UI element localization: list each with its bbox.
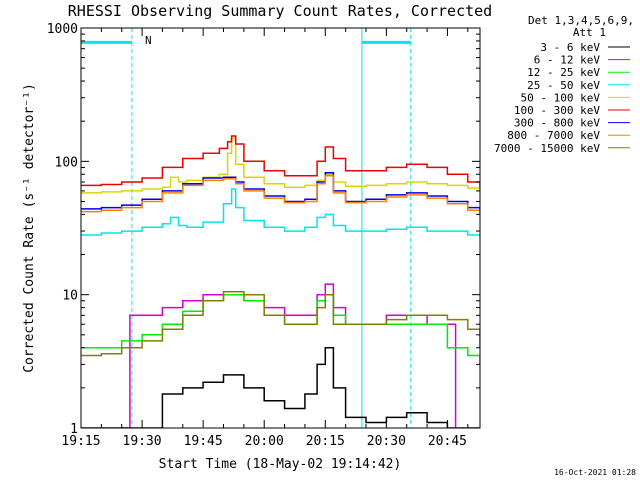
x-axis: 19:15 19:30 19:45 20:00 20:15 20:30 20:45 — [61, 28, 469, 449]
legend-header-line-2: Att 1 — [573, 26, 606, 39]
x-axis-label: Start Time (18-May-02 19:14:42) — [159, 457, 402, 472]
legend-label: 3 - 6 keV — [540, 41, 600, 54]
y-tick-label: 1000 — [47, 22, 78, 37]
plot-area: N — [81, 28, 480, 428]
flag-label-n: N — [145, 34, 152, 47]
y-axis: 1 10 100 1000 — [47, 22, 480, 437]
legend-header-line-1: Det 1,3,4,5,6,9, — [528, 14, 634, 27]
series-line-0 — [81, 346, 480, 428]
series-layer — [81, 135, 480, 428]
legend-label: 7000 - 15000 keV — [494, 142, 600, 155]
series-line-1 — [121, 283, 457, 428]
y-axis-label: Corrected Count Rate (s⁻¹ detector⁻¹) — [22, 83, 37, 373]
x-tick-label: 19:45 — [184, 434, 223, 449]
legend-label: 100 - 300 keV — [514, 104, 600, 117]
series-line-5 — [81, 135, 480, 188]
plot-frame — [80, 27, 481, 429]
series-line-7 — [81, 174, 480, 215]
legend-label: 25 - 50 keV — [527, 79, 600, 92]
x-tick-label: 20:30 — [367, 434, 406, 449]
x-tick-label: 20:45 — [428, 434, 467, 449]
render-timestamp: 16-Oct-2021 01:28 — [554, 468, 636, 477]
legend-label: 300 - 800 keV — [514, 117, 600, 130]
legend-label: 50 - 100 keV — [521, 91, 601, 104]
x-tick-label: 19:30 — [123, 434, 162, 449]
y-tick-label: 1 — [70, 422, 78, 437]
legend-label: 12 - 25 keV — [527, 66, 600, 79]
x-tick-label: 19:15 — [61, 434, 100, 449]
series-line-8 — [81, 291, 480, 357]
chart-title: RHESSI Observing Summary Count Rates, Co… — [68, 2, 492, 20]
series-line-4 — [81, 137, 480, 194]
y-tick-label: 100 — [55, 155, 78, 170]
x-tick-label: 20:15 — [306, 434, 345, 449]
x-tick-label: 20:00 — [245, 434, 284, 449]
legend-label: 800 - 7000 keV — [507, 129, 600, 142]
y-tick-label: 10 — [62, 289, 78, 304]
series-line-3 — [81, 188, 480, 238]
legend-label: 6 - 12 keV — [534, 54, 601, 67]
